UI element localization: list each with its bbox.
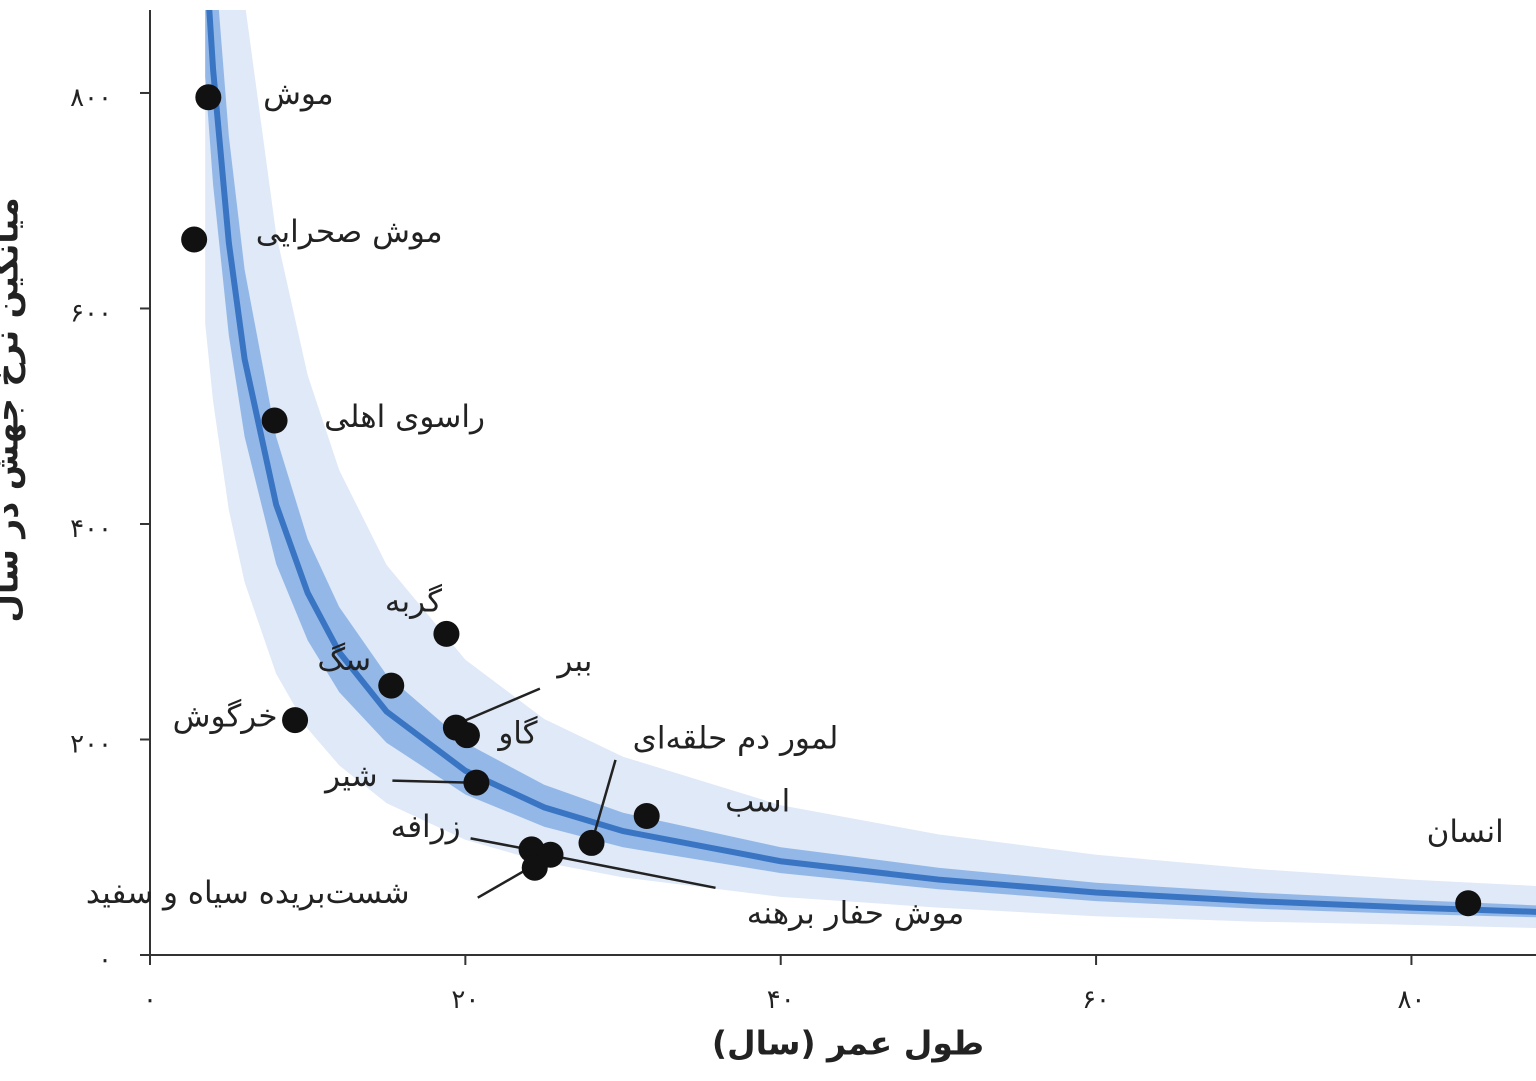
fit-line	[206, 10, 1536, 915]
data-point	[633, 802, 660, 829]
point-label: لمور دم حلقه‌ای	[633, 720, 839, 756]
y-axis-label: میانگین نرخ جهش در سال	[0, 197, 27, 622]
y-tick-label: ۶۰۰	[70, 298, 112, 328]
leader-line	[477, 866, 531, 899]
point-label: سگ	[317, 642, 371, 678]
data-point	[433, 620, 460, 647]
outer-band	[205, 10, 1536, 929]
x-tick-label: ۴۰	[767, 985, 795, 1015]
point-label: موش حفار برهنه	[747, 895, 964, 931]
plot-area	[205, 10, 1536, 929]
point-label: گاو	[496, 716, 537, 752]
x-axis-label: طول عمر (سال)	[712, 1024, 984, 1064]
data-point	[463, 769, 490, 796]
y-tick-label: ۴۰۰	[70, 514, 112, 544]
leader-line	[392, 779, 470, 784]
leader-line	[552, 854, 716, 890]
x-tick-label: ۲۰	[451, 985, 479, 1015]
data-point	[378, 672, 405, 699]
y-tick-label: ۰	[98, 945, 112, 975]
point-label: موش صحرایی	[256, 214, 443, 250]
data-point	[453, 722, 480, 749]
point-label: راسوی اهلی	[324, 399, 485, 435]
data-point	[578, 829, 605, 856]
point-label: خرگوش	[173, 699, 278, 735]
point-label: انسان	[1427, 814, 1504, 850]
data-point	[261, 407, 288, 434]
data-point	[1455, 890, 1482, 917]
data-point	[282, 707, 309, 734]
x-tick-label: ۶۰	[1082, 985, 1110, 1015]
data-point	[521, 854, 548, 881]
data-point	[181, 226, 208, 253]
point-label: شست‌بریده سیاه و سفید	[86, 875, 410, 911]
point-label: شیر	[323, 758, 377, 794]
x-tick-label: ۸۰	[1397, 985, 1425, 1015]
leader-line	[464, 687, 541, 722]
leader-line	[591, 759, 617, 841]
y-tick-label: ۲۰۰	[70, 729, 112, 759]
data-point	[195, 84, 222, 111]
point-label: موش	[263, 76, 333, 112]
x-tick-label: ۰	[143, 985, 157, 1015]
point-label: ببر	[555, 643, 592, 679]
y-tick-label: ۸۰۰	[70, 83, 112, 113]
point-label: اسب	[725, 783, 790, 819]
point-label: زرافه	[391, 809, 461, 845]
point-label: گربه	[385, 583, 442, 619]
